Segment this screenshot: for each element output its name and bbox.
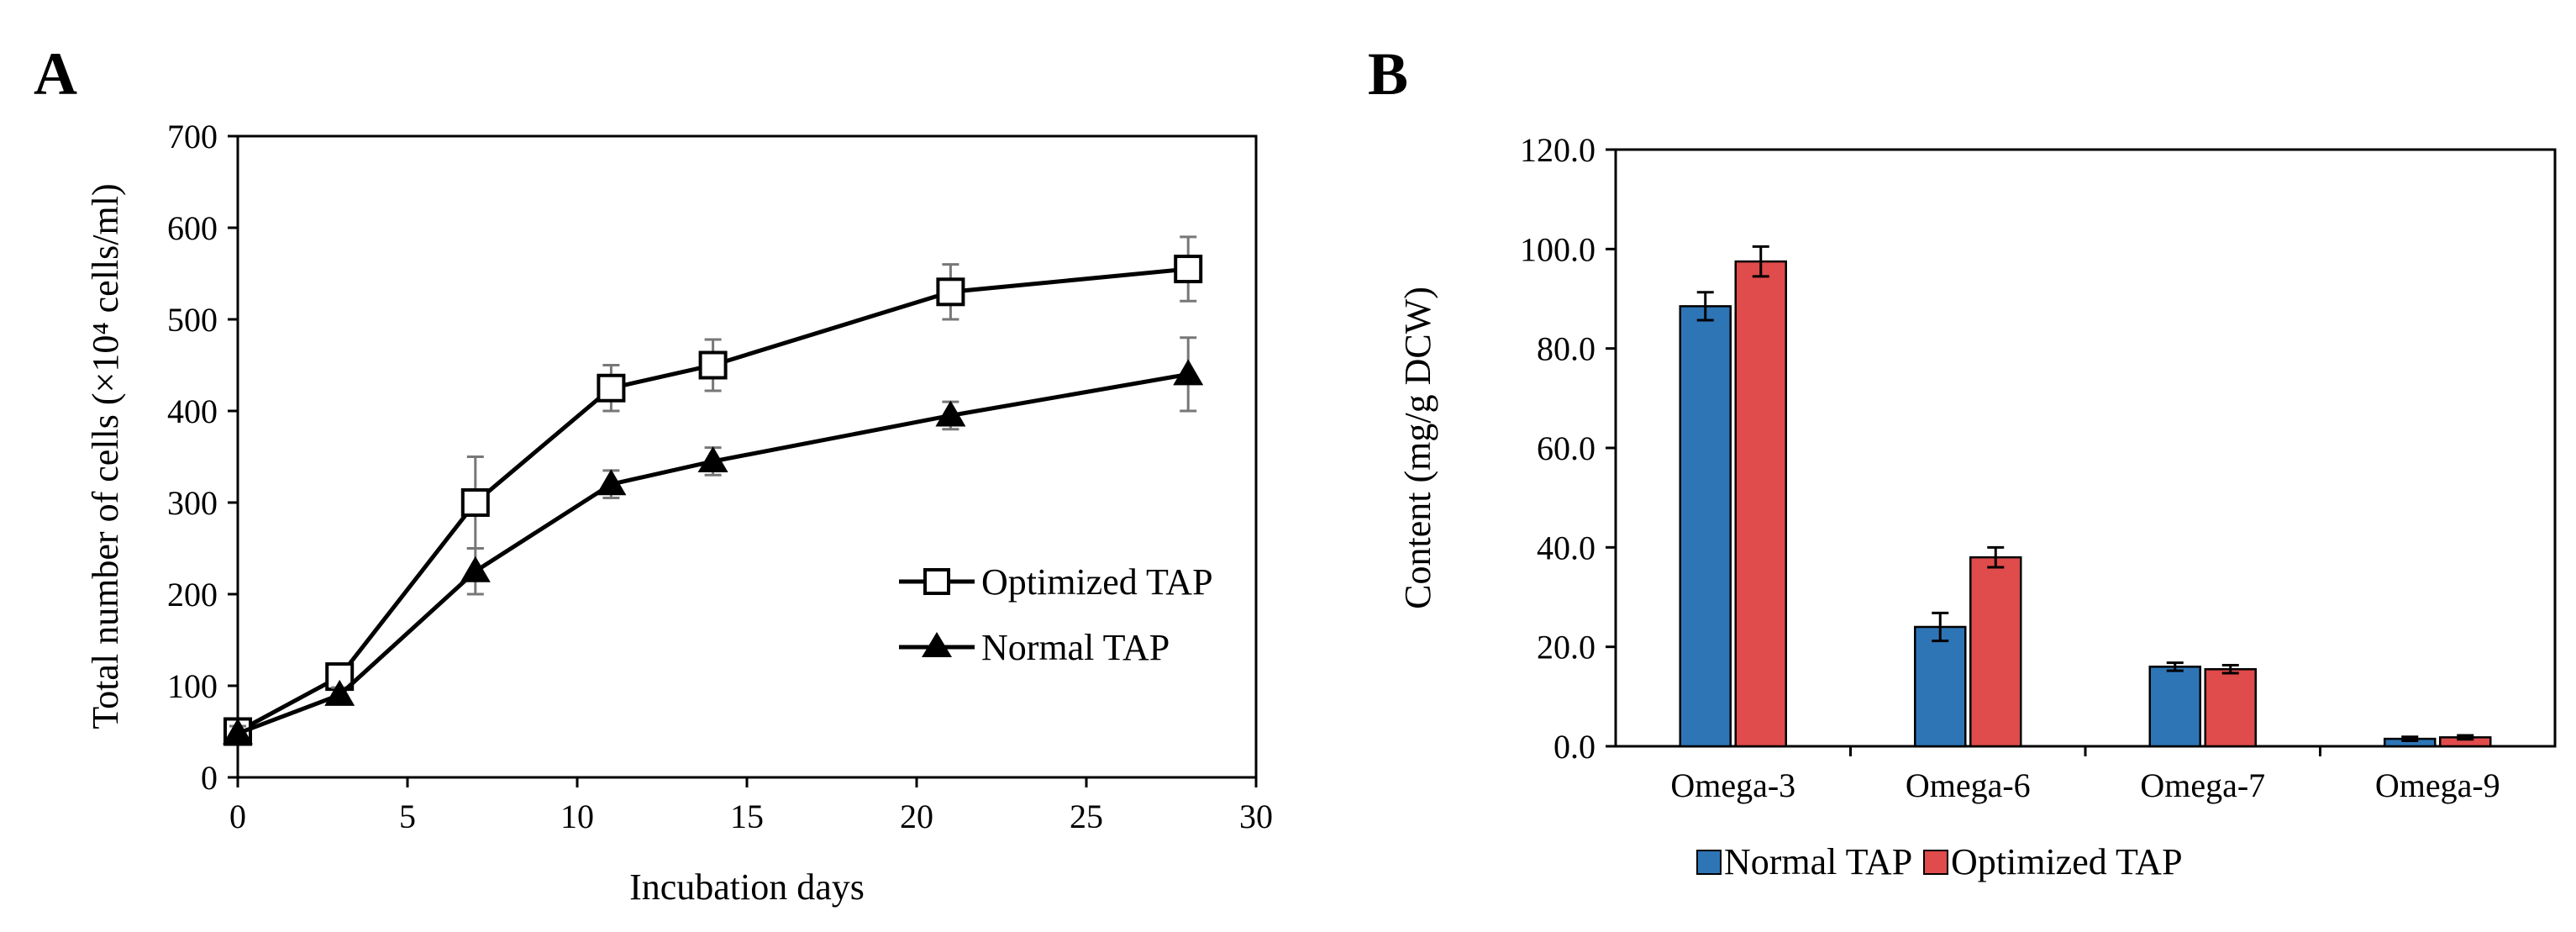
series-normal-tap	[223, 336, 1204, 745]
legend-marker-filled-triangle	[922, 632, 952, 657]
panel-a-x-ticks: 0 5 10 15 20 25 30	[229, 777, 1273, 835]
panel-a: A 0 100 200 300 400 500 600 700 0 5 10 15 20 25 30 In…	[34, 40, 1273, 908]
legend-label-optimized-tap: Optimized TAP	[1951, 841, 2183, 882]
y-tick-label: 20.0	[1537, 629, 1596, 666]
data-point	[1174, 255, 1203, 284]
panel-a-y-ticks: 0 100 200 300 400 500 600 700	[167, 118, 238, 797]
y-tick-label: 120.0	[1520, 131, 1596, 169]
y-tick-label: 400	[167, 392, 218, 430]
legend-label-optimized-tap: Optimized TAP	[981, 561, 1213, 603]
x-tick-label: 15	[730, 798, 764, 835]
panel-a-label: A	[34, 40, 77, 108]
y-tick-label: 100.0	[1520, 230, 1596, 268]
data-point	[460, 488, 490, 517]
data-point	[697, 445, 728, 472]
y-tick-label: 60.0	[1537, 429, 1596, 467]
data-point	[936, 277, 965, 307]
y-tick-label: 200	[167, 576, 218, 613]
category-label-omega-7: Omega-7	[2140, 766, 2265, 804]
data-point	[460, 556, 491, 582]
x-tick-label: 25	[1070, 798, 1103, 835]
legend-swatch-optimized-tap	[1923, 850, 1948, 875]
panel-a-y-axis-title: Total number of cells (×10⁴ cells/ml)	[85, 183, 126, 729]
data-point	[597, 373, 626, 403]
bar-normal-tap-omega-3	[1679, 305, 1732, 748]
y-tick-label: 40.0	[1537, 529, 1596, 566]
bar-optimized-tap-omega-3	[1734, 260, 1787, 748]
bar-optimized-tap-omega-6	[1969, 556, 2022, 748]
panel-b-category-labels: Omega-3 Omega-6 Omega-7 Omega-9	[1670, 746, 2500, 804]
data-point	[698, 350, 728, 380]
legend-item-normal-tap: Normal TAP	[1696, 841, 1912, 882]
data-point	[324, 679, 355, 706]
data-point	[935, 400, 966, 427]
legend-item-normal-tap: Normal TAP	[899, 627, 1170, 668]
x-tick-label: 0	[229, 798, 246, 835]
y-tick-label: 600	[167, 209, 218, 247]
bar-normal-tap-omega-7	[2148, 666, 2201, 748]
x-tick-label: 20	[900, 798, 933, 835]
legend-label-normal-tap: Normal TAP	[981, 627, 1170, 668]
y-tick-label: 0	[201, 759, 218, 797]
data-point	[1173, 359, 1204, 386]
bar-optimized-tap-omega-7	[2204, 668, 2257, 748]
x-tick-label: 5	[399, 798, 416, 835]
y-tick-label: 500	[167, 301, 218, 339]
legend-item-optimized-tap: Optimized TAP	[1923, 841, 2183, 882]
y-tick-label: 700	[167, 118, 218, 155]
y-tick-label: 0.0	[1553, 728, 1596, 766]
category-label-omega-3: Omega-3	[1670, 766, 1795, 804]
panel-a-x-axis-title: Incubation days	[629, 866, 865, 908]
legend-marker-open-square	[923, 568, 950, 595]
series-optimized-tap	[223, 235, 1203, 746]
panel-b-y-ticks: 0.0 20.0 40.0 60.0 80.0 100.0 120.0	[1520, 131, 1616, 766]
panel-a-series	[223, 235, 1204, 746]
data-point	[596, 469, 627, 496]
legend-item-optimized-tap: Optimized TAP	[899, 561, 1213, 603]
panel-b-bars	[1679, 245, 2492, 748]
bar-normal-tap-omega-6	[1914, 625, 1967, 748]
y-tick-label: 300	[167, 484, 218, 522]
y-tick-label: 80.0	[1537, 330, 1596, 368]
y-tick-label: 100	[167, 667, 218, 705]
x-tick-label: 10	[560, 798, 594, 835]
panel-b-y-axis-title: Content (mg/g DCW)	[1397, 287, 1438, 609]
panel-b-legend: Normal TAP Optimized TAP	[1696, 841, 2183, 882]
panel-b-label: B	[1368, 40, 1408, 108]
x-tick-label: 30	[1239, 798, 1273, 835]
legend-swatch-normal-tap	[1696, 850, 1722, 875]
legend-label-normal-tap: Normal TAP	[1724, 841, 1912, 882]
data-point	[223, 718, 253, 745]
panel-a-legend: Optimized TAP Normal TAP	[899, 561, 1213, 668]
category-label-omega-6: Omega-6	[1906, 766, 2031, 804]
category-label-omega-9: Omega-9	[2375, 766, 2500, 804]
